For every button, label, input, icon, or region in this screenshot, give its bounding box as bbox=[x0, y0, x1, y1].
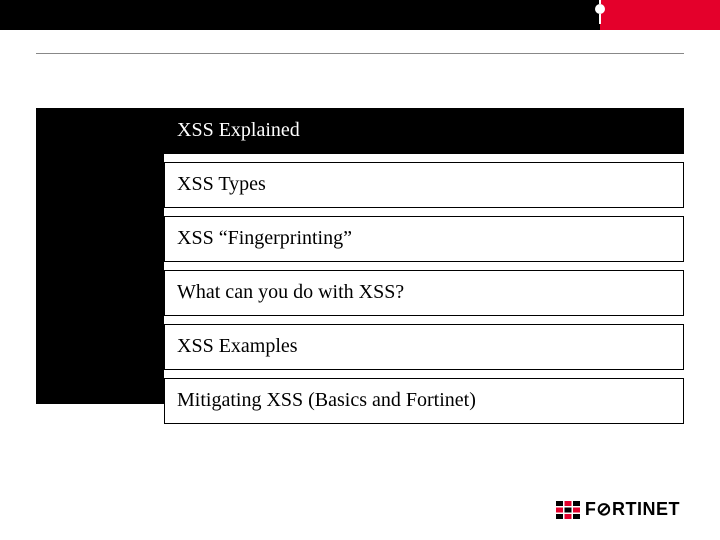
header-marker-icon bbox=[595, 4, 605, 14]
agenda-item-xss-explained: XSS Explained bbox=[164, 108, 684, 154]
logo-mark-icon bbox=[556, 501, 580, 519]
logo-text: F⊘RTINET bbox=[585, 499, 680, 520]
agenda-item-mitigating-xss: Mitigating XSS (Basics and Fortinet) bbox=[164, 378, 684, 424]
header-accent bbox=[600, 0, 720, 30]
agenda-item-xss-examples: XSS Examples bbox=[164, 324, 684, 370]
brand-logo: F⊘RTINET bbox=[556, 499, 680, 520]
sidebar-block bbox=[36, 108, 164, 404]
separator-line bbox=[36, 53, 684, 54]
agenda-item-xss-fingerprinting: XSS “Fingerprinting” bbox=[164, 216, 684, 262]
agenda-list: XSS Explained XSS Types XSS “Fingerprint… bbox=[164, 108, 684, 432]
agenda-item-xss-types: XSS Types bbox=[164, 162, 684, 208]
agenda-item-what-can-you-do: What can you do with XSS? bbox=[164, 270, 684, 316]
